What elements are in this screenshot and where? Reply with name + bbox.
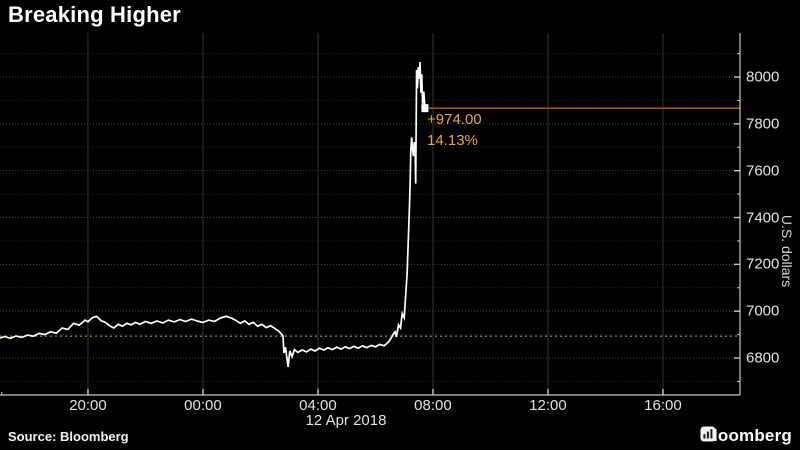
price-change-value: +974.00: [427, 111, 482, 128]
bloomberg-logo: Bloomberg: [700, 426, 792, 446]
chart-title: Breaking Higher: [8, 2, 181, 27]
price-line: [0, 61, 426, 368]
last-price-annotation: +974.00 14.13%: [427, 109, 482, 151]
y-axis-title: U.S. dollars: [779, 214, 795, 288]
last-price-marker: [421, 104, 429, 113]
source-credit: Source: Bloomberg: [8, 429, 129, 444]
bloomberg-logo-text: Bloomberg: [700, 426, 792, 445]
bloomberg-logo-icon: [700, 426, 716, 442]
x-axis-date-label: 12 Apr 2018: [305, 412, 387, 429]
price-change-percent: 14.13%: [427, 132, 478, 149]
